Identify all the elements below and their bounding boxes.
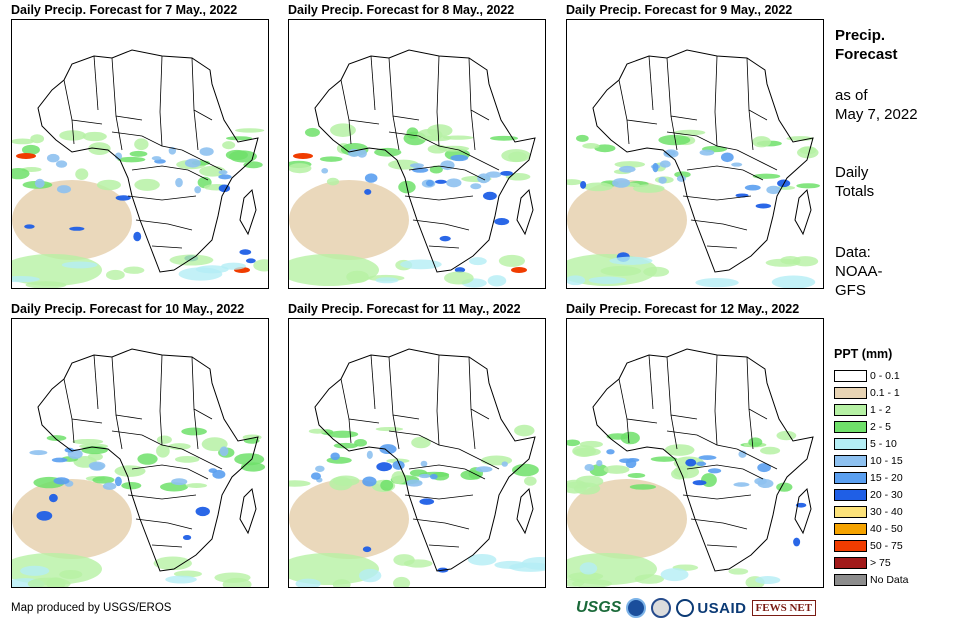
legend-label: 1 - 2 <box>870 403 892 416</box>
legend-item: 10 - 15 <box>834 452 954 469</box>
legend-title: PPT (mm) <box>834 347 893 361</box>
usaid-logo: USAID <box>676 599 746 617</box>
legend-label: 0 - 0.1 <box>870 369 900 382</box>
legend-item: 0.1 - 1 <box>834 384 954 401</box>
totals-label: Daily Totals <box>835 164 875 200</box>
forecast-panel-day5: Daily Precip. Forecast for 11 May., 2022 <box>288 302 546 588</box>
panel-title: Daily Precip. Forecast for 8 May., 2022 <box>288 3 515 17</box>
map-credit: Map produced by USGS/EROS <box>11 602 172 614</box>
data-source: Data: NOAA- GFS <box>835 244 883 299</box>
africa-precip-map <box>288 318 546 588</box>
legend-swatch <box>834 556 867 569</box>
panel-title: Daily Precip. Forecast for 11 May., 2022 <box>288 302 521 316</box>
legend-label: 30 - 40 <box>870 505 903 518</box>
legend-item: 2 - 5 <box>834 418 954 435</box>
fewsnet-logo: FEWS NET <box>751 600 817 616</box>
legend-label: 0.1 - 1 <box>870 386 900 399</box>
legend-item: 15 - 20 <box>834 469 954 486</box>
legend-swatch <box>834 369 867 382</box>
legend-label: 40 - 50 <box>870 522 903 535</box>
legend-swatch <box>834 437 867 450</box>
issue-date: as of May 7, 2022 <box>835 87 918 123</box>
panel-title: Daily Precip. Forecast for 12 May., 2022 <box>566 302 800 316</box>
africa-precip-map <box>566 19 824 289</box>
legend-swatch <box>834 386 867 399</box>
legend-swatch <box>834 454 867 467</box>
legend-item: 1 - 2 <box>834 401 954 418</box>
legend-item: > 75 <box>834 554 954 571</box>
legend-swatch <box>834 539 867 552</box>
legend-label: 20 - 30 <box>870 488 903 501</box>
usgs-logo: USGS <box>576 599 622 616</box>
africa-precip-map <box>566 318 824 588</box>
legend-item: No Data <box>834 571 954 588</box>
state-dept-seal-icon <box>651 598 672 618</box>
legend-label: > 75 <box>870 556 891 569</box>
legend-swatch <box>834 573 867 586</box>
legend-label: 2 - 5 <box>870 420 892 433</box>
forecast-panel-day4: Daily Precip. Forecast for 10 May., 2022 <box>11 302 269 588</box>
legend-swatch <box>834 522 867 535</box>
legend-label: 10 - 15 <box>870 454 903 467</box>
panel-title: Daily Precip. Forecast for 10 May., 2022 <box>11 302 245 316</box>
africa-precip-map <box>11 19 269 289</box>
legend-label: No Data <box>870 573 909 586</box>
legend-label: 50 - 75 <box>870 539 903 552</box>
africa-precip-map <box>11 318 269 588</box>
legend-swatch <box>834 488 867 501</box>
legend-item: 0 - 0.1 <box>834 367 954 384</box>
legend-label: 15 - 20 <box>870 471 903 484</box>
legend-item: 5 - 10 <box>834 435 954 452</box>
legend-item: 40 - 50 <box>834 520 954 537</box>
legend-swatch <box>834 403 867 416</box>
forecast-panel-day2: Daily Precip. Forecast for 8 May., 2022 <box>288 3 546 289</box>
forecast-panel-day3: Daily Precip. Forecast for 9 May., 2022 <box>566 3 824 289</box>
legend-swatch <box>834 505 867 518</box>
panel-title: Daily Precip. Forecast for 7 May., 2022 <box>11 3 238 17</box>
legend-swatch <box>834 471 867 484</box>
legend-swatch <box>834 420 867 433</box>
product-title: Precip. Forecast <box>835 27 898 63</box>
legend-rows: 0 - 0.1 0.1 - 1 1 - 2 2 - 5 5 - 10 10 - 15 15 … <box>834 367 954 588</box>
legend-item: 30 - 40 <box>834 503 954 520</box>
legend-label: 5 - 10 <box>870 437 897 450</box>
panel-title: Daily Precip. Forecast for 9 May., 2022 <box>566 3 793 17</box>
africa-precip-map <box>288 19 546 289</box>
legend-item: 50 - 75 <box>834 537 954 554</box>
forecast-panel-day6: Daily Precip. Forecast for 12 May., 2022 <box>566 302 824 588</box>
forecast-panel-day1: Daily Precip. Forecast for 7 May., 2022 <box>11 3 269 289</box>
precip-legend: PPT (mm) 0 - 0.1 0.1 - 1 1 - 2 2 - 5 5 - 10 1… <box>834 347 954 588</box>
noaa-logo-icon <box>626 598 647 618</box>
logo-strip: USGS USAID FEWS NET <box>576 595 821 621</box>
legend-item: 20 - 30 <box>834 486 954 503</box>
